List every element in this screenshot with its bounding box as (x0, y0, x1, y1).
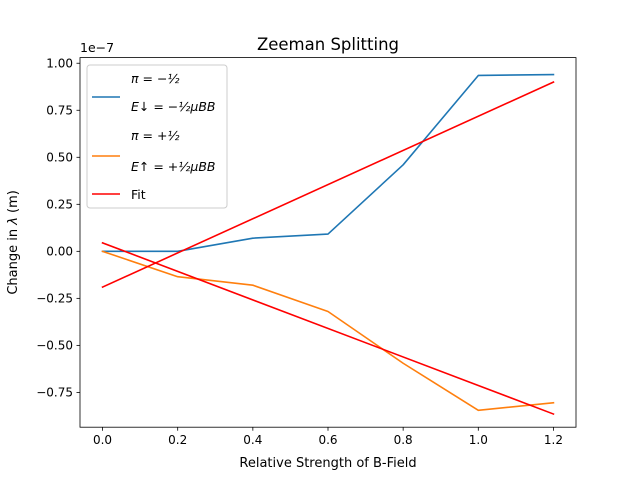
legend-pi-minus-line2: E↓ = −½μBB (131, 99, 216, 114)
legend-box (86, 64, 228, 209)
y-tick-label: 0.75 (46, 104, 73, 118)
y-axis-label-prefix: Change in (6, 225, 21, 295)
series-line-pi-minus (101, 73, 555, 253)
x-tick-label: 1.2 (544, 433, 563, 447)
y-tick-label: 1.00 (46, 57, 73, 71)
y-tick-label: −0.25 (36, 292, 73, 306)
x-tick-label: 0.6 (318, 433, 337, 447)
y-axis-label-unit: (m) (6, 190, 21, 217)
y-tick-label: 0.00 (46, 245, 73, 259)
legend-pi-plus-line1: π = +½ (131, 128, 180, 143)
y-axis-label: Change in λ (m) (6, 190, 21, 295)
y-tick-label: 0.25 (46, 198, 73, 212)
y-axis-label-symbol: λ (6, 217, 21, 226)
x-tick-label: 0.4 (243, 433, 262, 447)
x-tick-label: 0.8 (394, 433, 413, 447)
y-axis-offset-text: 1e−7 (80, 40, 114, 55)
series-line-fit-up (101, 80, 555, 289)
x-tick-label: 0.2 (168, 433, 187, 447)
y-tick-label: −0.75 (36, 386, 73, 400)
x-axis-ticks: 0.0 0.2 0.4 0.6 0.8 1.0 1.2 (93, 427, 563, 447)
y-tick-label: −0.50 (36, 339, 73, 353)
y-axis-ticks: −0.75 −0.50 −0.25 0.00 0.25 0.50 0.75 1.00 (36, 57, 80, 400)
series-line-pi-plus (101, 250, 555, 412)
y-tick-label: 0.50 (46, 151, 73, 165)
legend-fit-label: Fit (131, 187, 146, 202)
legend-pi-plus-line2: E↑ = +½μBB (131, 159, 216, 174)
plot-frame (79, 57, 577, 428)
series-layer (101, 73, 555, 416)
series-line-fit-down (101, 241, 555, 416)
x-tick-label: 0.0 (93, 433, 112, 447)
legend: π = −½ E↓ = −½μBB π = +½ E↑ = +½μBB Fit (86, 64, 228, 209)
legend-pi-minus-line1: π = −½ (131, 71, 180, 86)
x-axis-label: Relative Strength of B-Field (239, 456, 416, 471)
chart-title: Zeeman Splitting (257, 35, 399, 54)
x-tick-label: 1.0 (469, 433, 488, 447)
